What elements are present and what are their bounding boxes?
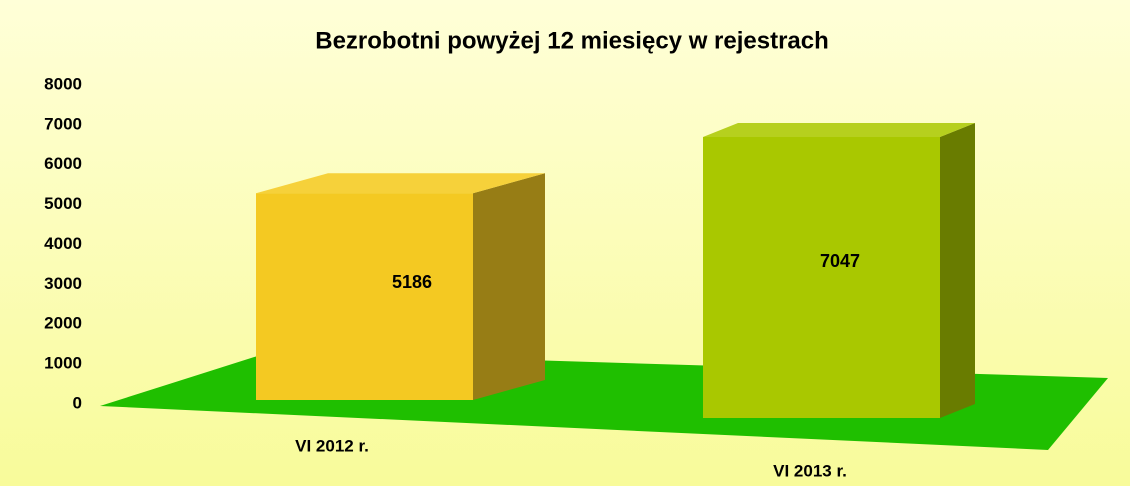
value-label: 5186 — [392, 272, 432, 292]
bar — [256, 193, 473, 400]
y-tick-label: 6000 — [44, 154, 82, 173]
value-label: 7047 — [820, 251, 860, 271]
y-tick-label: 7000 — [44, 114, 82, 133]
bar-side — [940, 123, 975, 418]
bar-side — [473, 173, 545, 400]
bar-top — [256, 173, 545, 194]
x-tick-label: VI 2012 r. — [295, 436, 369, 455]
chart-title: Bezrobotni powyżej 12 miesięcy w rejestr… — [315, 27, 829, 54]
x-tick-label: VI 2013 r. — [773, 461, 847, 480]
bar-top — [703, 123, 975, 138]
y-tick-label: 3000 — [44, 274, 82, 293]
y-tick-label: 4000 — [44, 234, 82, 253]
bar — [703, 137, 940, 419]
y-tick-label: 5000 — [44, 194, 82, 213]
y-tick-label: 2000 — [44, 314, 82, 333]
y-tick-label: 8000 — [44, 74, 82, 93]
y-tick-label: 0 — [73, 393, 82, 412]
y-tick-label: 1000 — [44, 354, 82, 373]
